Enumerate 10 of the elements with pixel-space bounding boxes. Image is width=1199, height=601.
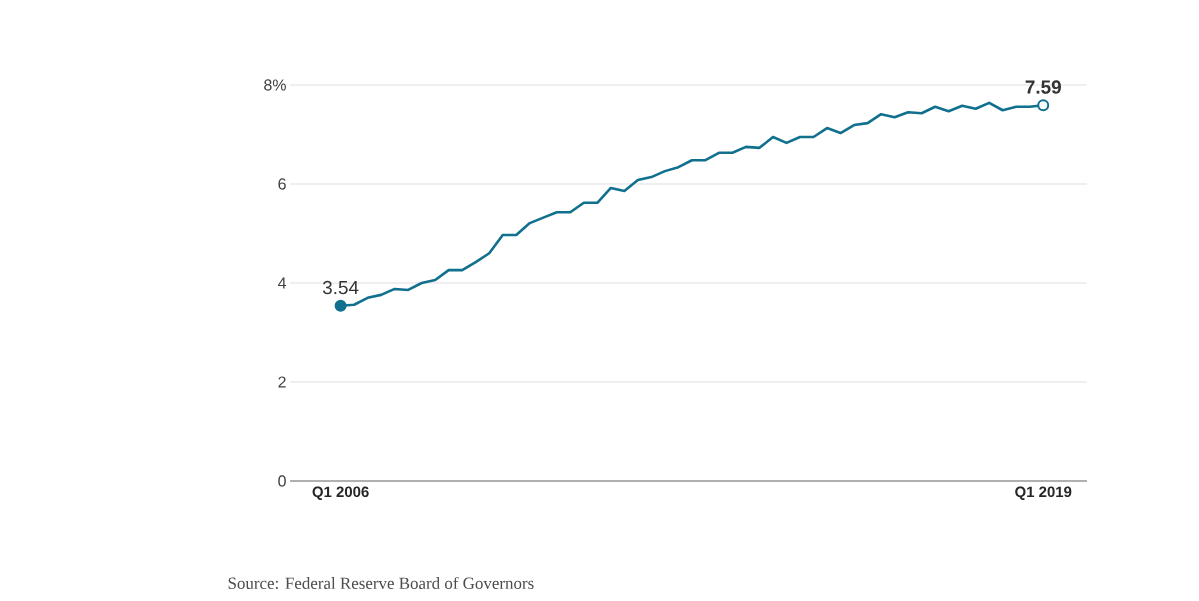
y-tick-label: 0 (278, 475, 286, 487)
x-tick-label: Q1 2006 (312, 486, 369, 500)
annotation: 3.54 (322, 280, 359, 295)
y-tick-label: 6 (278, 178, 286, 190)
source-note: Source: Federal Reserve Board of Governors (228, 576, 534, 590)
x-tick-label: Q1 2019 (1015, 486, 1072, 500)
annotation: 7.59 (1025, 80, 1061, 94)
y-tick-label: 2 (278, 376, 286, 388)
y-tick-label: 8% (264, 79, 286, 91)
y-tick-label: 4 (277, 277, 287, 289)
